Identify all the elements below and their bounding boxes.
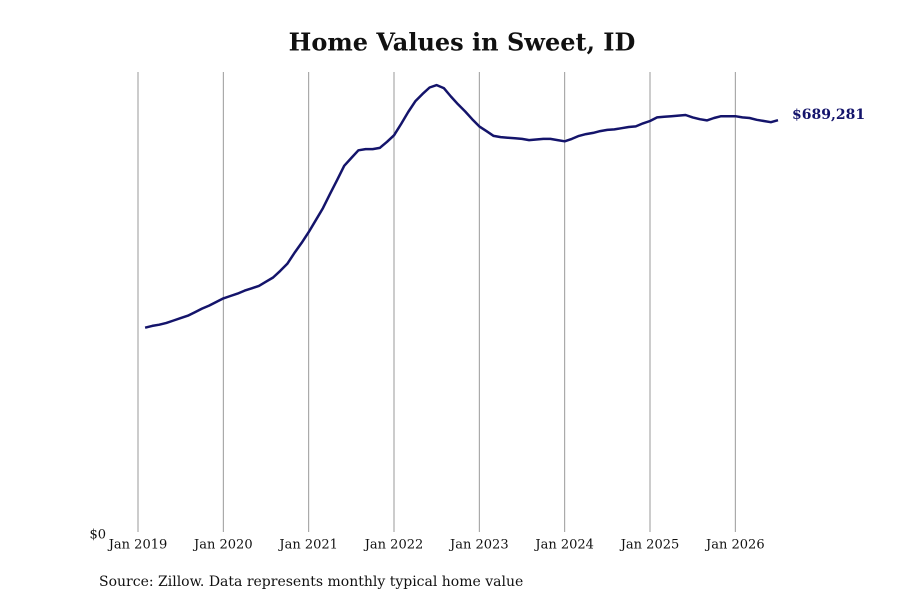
data-label: $689,281 bbox=[792, 107, 865, 123]
y-tick-label: $0 bbox=[89, 528, 106, 543]
x-tick-label: Jan 2019 bbox=[107, 538, 168, 553]
x-tick-label: Jan 2022 bbox=[363, 538, 424, 553]
x-tick-label: Jan 2026 bbox=[704, 538, 765, 553]
chart-title: Home Values in Sweet, ID bbox=[289, 28, 636, 57]
line-series bbox=[144, 83, 779, 329]
x-tick-label: Jan 2023 bbox=[448, 538, 509, 553]
x-tick-label: Jan 2024 bbox=[533, 538, 594, 553]
x-tick-label: Jan 2020 bbox=[192, 538, 253, 553]
x-tick-label: Jan 2025 bbox=[619, 538, 680, 553]
source-note: Source: Zillow. Data represents monthly … bbox=[99, 574, 523, 590]
x-tick-label: Jan 2021 bbox=[277, 538, 338, 553]
